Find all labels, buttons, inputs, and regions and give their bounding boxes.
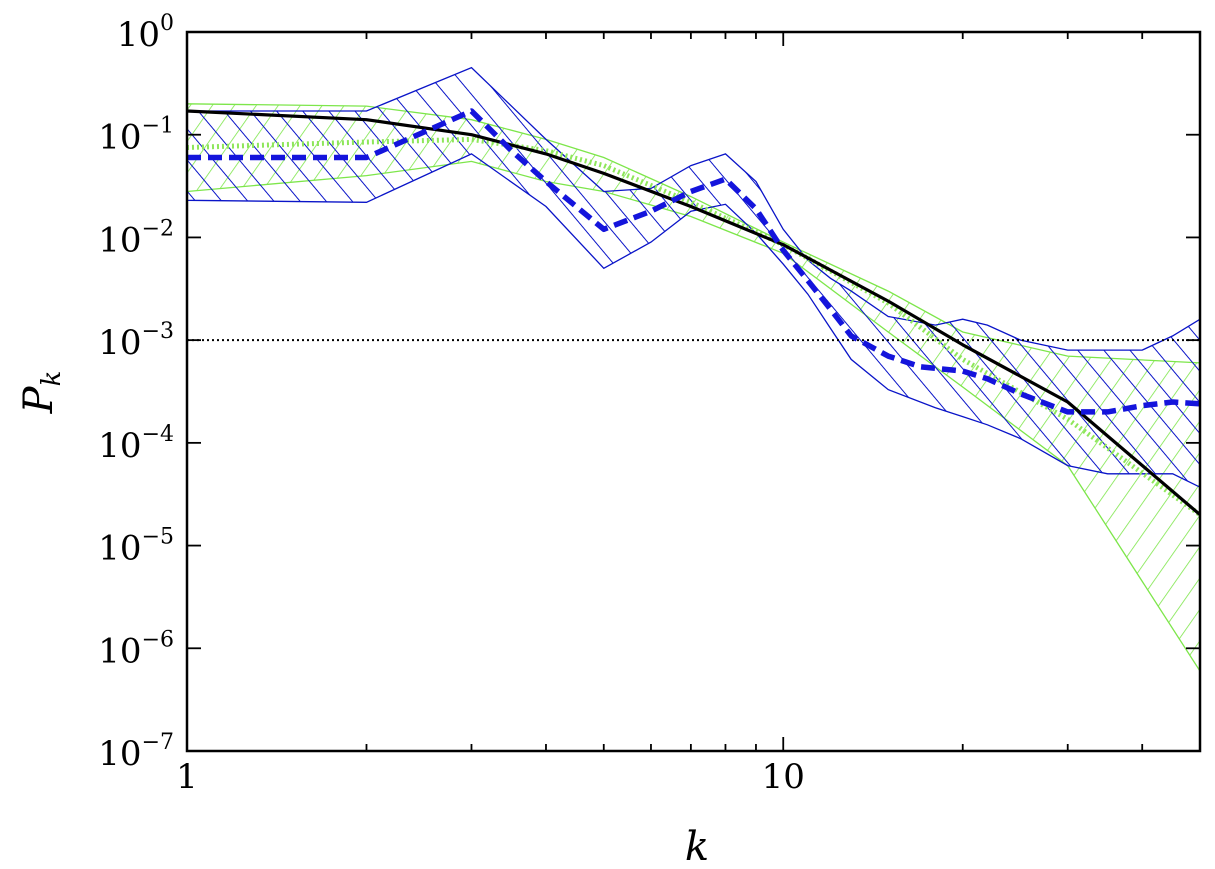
bands-layer bbox=[187, 66, 1200, 673]
y-tick-label: 10−6 bbox=[98, 627, 174, 671]
y-tick-label: 10−1 bbox=[98, 114, 174, 158]
y-tick-label: 10−5 bbox=[98, 525, 174, 569]
y-tick-label: 100 bbox=[117, 11, 174, 55]
y-axis-label-main: P bbox=[16, 385, 62, 414]
x-tick-labels: 1 10 bbox=[176, 757, 805, 797]
y-axis-label: Pk bbox=[16, 371, 67, 415]
y-tick-label: 10−7 bbox=[98, 730, 174, 774]
y-tick-label: 10−4 bbox=[98, 422, 174, 466]
x-axis-label: k bbox=[685, 824, 709, 869]
y-tick-label: 10−3 bbox=[98, 319, 174, 363]
y-tick-label: 10−2 bbox=[98, 216, 174, 260]
series-3-line bbox=[187, 108, 1200, 415]
x-tick-label: 10 bbox=[762, 757, 805, 797]
y-axis-label-subscript: k bbox=[37, 371, 67, 387]
band-2 bbox=[187, 66, 1200, 488]
x-tick-label: 1 bbox=[176, 757, 198, 797]
plot-frame bbox=[185, 30, 1202, 753]
series-layer bbox=[187, 108, 1200, 517]
series-1-line bbox=[187, 109, 1200, 516]
y-tick-labels: 100 10−1 10−2 10−3 10−4 10−5 10−6 10−7 bbox=[98, 11, 174, 774]
